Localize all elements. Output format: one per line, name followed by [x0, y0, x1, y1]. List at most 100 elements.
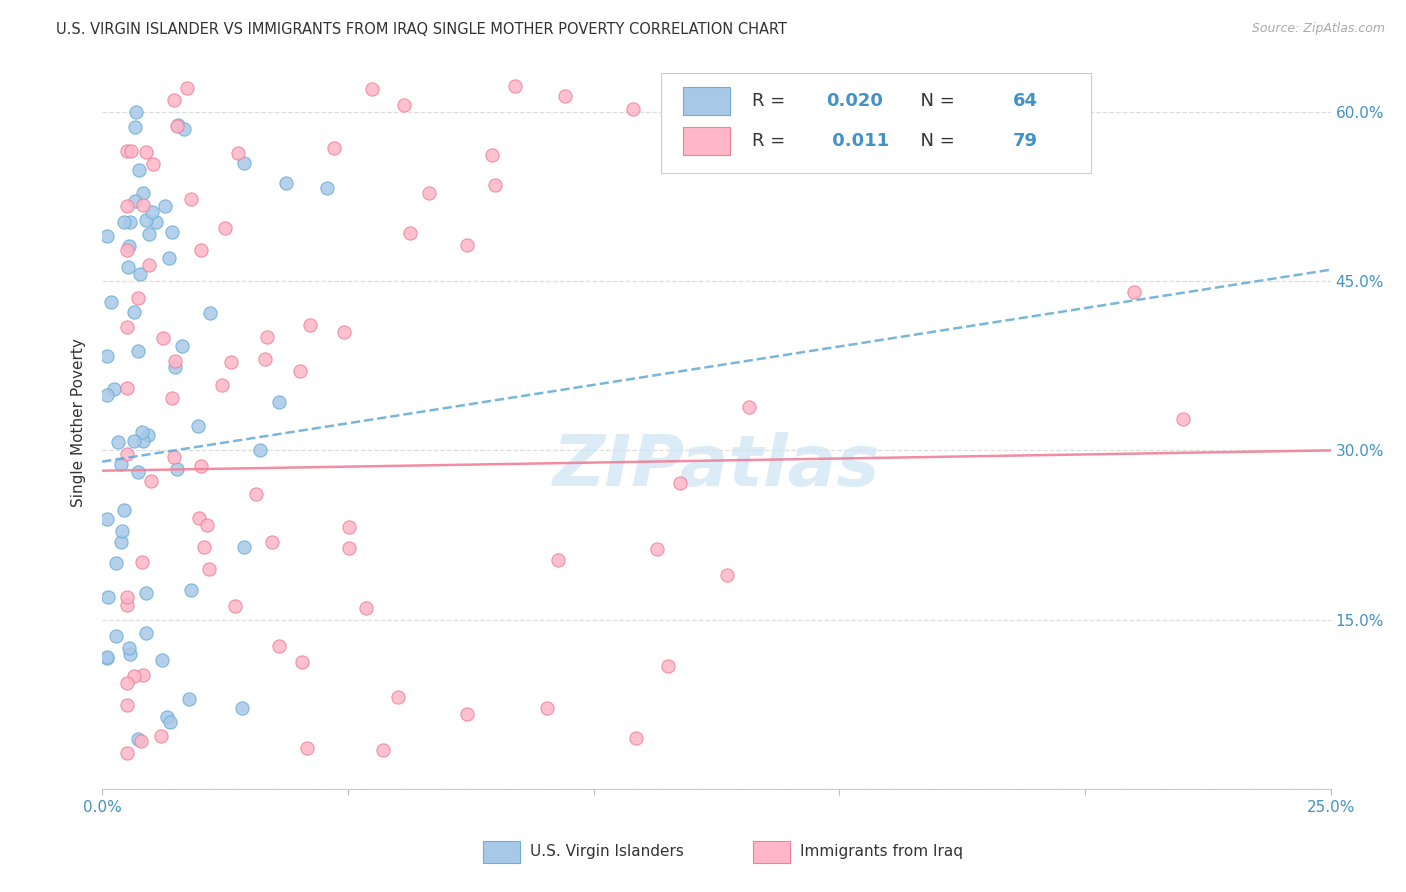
- Point: [135, 626, 157, 640]
- Point: [245, 487, 267, 501]
- Text: R =: R =: [752, 132, 792, 150]
- Point: [115, 320, 138, 334]
- Point: [668, 475, 690, 490]
- Point: [211, 377, 233, 392]
- Point: [337, 541, 360, 556]
- Point: [115, 381, 138, 395]
- Point: [170, 339, 193, 353]
- FancyBboxPatch shape: [484, 840, 520, 863]
- Point: [120, 144, 142, 158]
- Text: 64: 64: [1012, 93, 1038, 111]
- Text: R =: R =: [752, 93, 792, 111]
- Point: [249, 443, 271, 458]
- Point: [122, 434, 145, 448]
- Point: [131, 556, 153, 570]
- Point: [138, 258, 160, 272]
- Text: 0.020: 0.020: [825, 93, 883, 111]
- Point: [110, 457, 132, 471]
- Text: Immigrants from Iraq: Immigrants from Iraq: [800, 844, 963, 859]
- Point: [131, 425, 153, 440]
- Point: [481, 148, 503, 162]
- Point: [267, 639, 290, 653]
- Point: [157, 251, 180, 265]
- Point: [232, 156, 254, 170]
- Point: [127, 465, 149, 479]
- Point: [115, 698, 138, 712]
- Point: [115, 676, 138, 690]
- Point: [163, 450, 186, 465]
- Point: [96, 388, 118, 402]
- Point: [224, 599, 246, 614]
- Point: [118, 215, 141, 229]
- FancyBboxPatch shape: [754, 840, 790, 863]
- Point: [299, 318, 322, 333]
- Point: [112, 215, 135, 229]
- FancyBboxPatch shape: [683, 127, 730, 155]
- Point: [110, 534, 132, 549]
- Point: [127, 344, 149, 359]
- Point: [118, 239, 141, 253]
- Point: [166, 461, 188, 475]
- Point: [150, 653, 173, 667]
- Point: [128, 163, 150, 178]
- Y-axis label: Single Mother Poverty: Single Mother Poverty: [72, 338, 86, 507]
- Point: [503, 78, 526, 93]
- Point: [187, 418, 209, 433]
- Text: U.S. Virgin Islanders: U.S. Virgin Islanders: [530, 844, 683, 859]
- Point: [96, 349, 118, 363]
- Point: [115, 243, 138, 257]
- Text: Source: ZipAtlas.com: Source: ZipAtlas.com: [1251, 22, 1385, 36]
- Point: [115, 746, 138, 760]
- Point: [125, 105, 148, 120]
- Point: [115, 144, 138, 158]
- Point: [111, 524, 134, 539]
- Point: [456, 238, 478, 252]
- Point: [104, 556, 127, 570]
- Point: [96, 650, 118, 665]
- Point: [139, 474, 162, 488]
- Point: [135, 145, 157, 159]
- Point: [142, 157, 165, 171]
- Point: [166, 119, 188, 133]
- Point: [274, 176, 297, 190]
- Point: [195, 517, 218, 532]
- Point: [198, 305, 221, 319]
- Point: [536, 701, 558, 715]
- Point: [657, 658, 679, 673]
- Point: [547, 553, 569, 567]
- Point: [132, 186, 155, 200]
- Point: [115, 447, 138, 461]
- Point: [122, 305, 145, 319]
- Point: [267, 394, 290, 409]
- Point: [162, 391, 184, 405]
- Point: [399, 226, 422, 240]
- Point: [256, 330, 278, 344]
- Point: [295, 740, 318, 755]
- Point: [231, 700, 253, 714]
- Point: [118, 640, 141, 655]
- Point: [645, 541, 668, 556]
- Point: [354, 601, 377, 615]
- Point: [103, 382, 125, 396]
- Point: [132, 668, 155, 682]
- Point: [456, 706, 478, 721]
- Point: [188, 511, 211, 525]
- Point: [173, 122, 195, 136]
- Point: [132, 434, 155, 448]
- Point: [1173, 411, 1195, 425]
- Point: [136, 427, 159, 442]
- Point: [165, 360, 187, 375]
- Point: [392, 97, 415, 112]
- Point: [337, 520, 360, 534]
- Point: [96, 512, 118, 526]
- Point: [115, 199, 138, 213]
- FancyBboxPatch shape: [661, 73, 1091, 172]
- Point: [129, 734, 152, 748]
- Point: [198, 562, 221, 576]
- Point: [190, 459, 212, 474]
- Point: [1123, 285, 1146, 300]
- Point: [621, 102, 644, 116]
- Point: [97, 591, 120, 605]
- Point: [371, 743, 394, 757]
- Text: U.S. VIRGIN ISLANDER VS IMMIGRANTS FROM IRAQ SINGLE MOTHER POVERTY CORRELATION C: U.S. VIRGIN ISLANDER VS IMMIGRANTS FROM …: [56, 22, 787, 37]
